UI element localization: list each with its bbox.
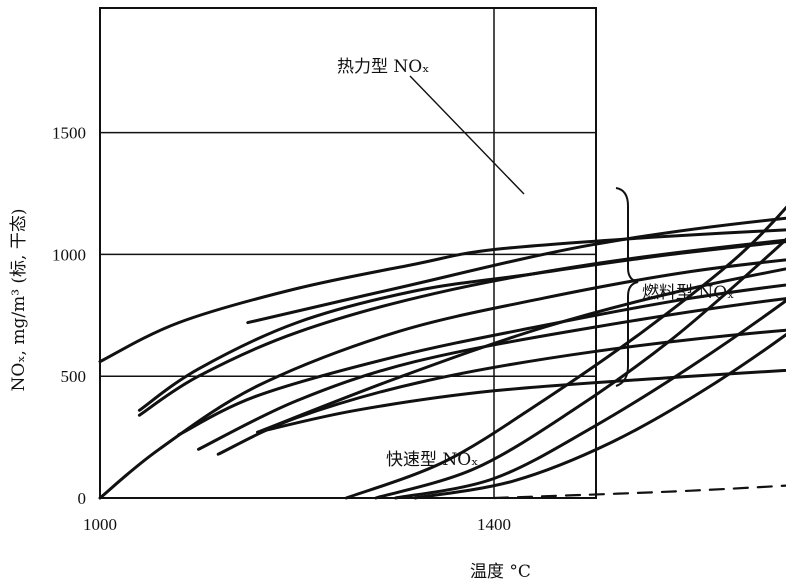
thermal-nox-label: 热力型 NOₓ [337,57,429,77]
fuel-nox-label: 燃料型 NOₓ [642,283,734,303]
y-tick-label: 1000 [52,245,86,264]
x-tick-label: 1400 [477,515,511,534]
y-tick-label: 0 [78,489,87,508]
thermal-nox-series-line-13 [396,142,786,498]
thermal-leader-line [410,76,524,194]
y-tick-label: 1500 [52,124,86,143]
y-tick-label: 500 [61,367,87,386]
fuel-nox-brace [616,188,638,386]
fuel-nox-series-line-2 [139,235,786,410]
y-axis-label: NOₓ, mg/m³ (标, 干态) [9,209,29,392]
plot-frame [100,8,596,498]
prompt-nox-label: 快速型 NOₓ [386,450,478,470]
x-axis-label: 温度 °C [470,562,531,579]
x-tick-label: 1000 [83,515,117,534]
